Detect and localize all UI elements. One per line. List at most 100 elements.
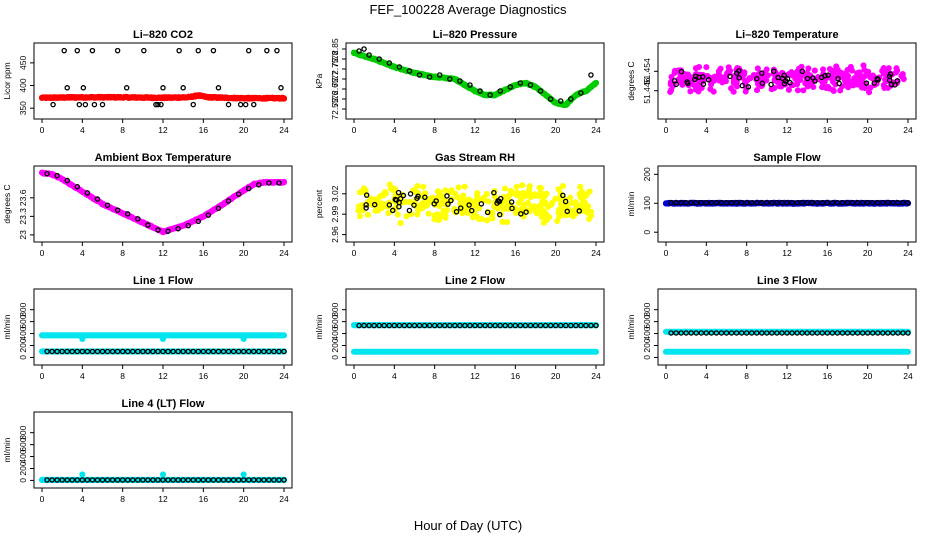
data-point — [99, 477, 106, 483]
series-averages — [44, 348, 287, 355]
data-point — [753, 75, 760, 82]
data-point — [76, 101, 83, 108]
data-point — [703, 64, 710, 71]
y-tick-label: 400 — [18, 449, 28, 463]
spike-point — [79, 471, 86, 478]
data-point — [401, 322, 408, 329]
data-point — [407, 199, 414, 206]
data-point — [406, 322, 413, 329]
data-point — [848, 67, 856, 74]
data-point — [89, 477, 96, 483]
x-tick-label: 16 — [511, 248, 521, 258]
data-point — [547, 322, 554, 329]
y-axis-label: ml/min — [626, 314, 636, 339]
x-tick-label: 20 — [551, 371, 561, 381]
data-point — [466, 202, 472, 208]
series-continuous — [38, 332, 288, 355]
data-point — [190, 101, 196, 108]
data-point — [230, 348, 237, 355]
data-point — [869, 330, 876, 336]
data-point — [522, 322, 529, 329]
data-point — [582, 193, 589, 200]
data-point — [215, 205, 222, 212]
data-point — [205, 348, 212, 355]
data-point — [745, 84, 752, 90]
data-point — [507, 187, 514, 194]
data-point — [382, 190, 390, 197]
data-point — [386, 202, 393, 208]
data-point — [452, 322, 458, 329]
data-point — [109, 477, 116, 483]
data-point — [497, 322, 503, 329]
data-point — [280, 95, 288, 102]
data-point — [536, 193, 543, 200]
data-point — [266, 348, 272, 355]
data-point — [592, 348, 600, 355]
data-point — [423, 202, 430, 209]
data-point — [754, 199, 760, 206]
data-point — [135, 216, 141, 222]
data-point — [476, 215, 483, 223]
data-point — [748, 330, 755, 336]
data-point — [49, 477, 55, 483]
x-tick-label: 0 — [40, 494, 45, 504]
data-point — [59, 477, 65, 483]
panel-7: Line 2 Flow ml/min 0 4 8 12 16 20 24 0 20040060080… — [314, 275, 605, 381]
data-point — [447, 322, 453, 329]
data-point — [403, 213, 410, 220]
data-point — [453, 209, 460, 215]
x-tick-label: 4 — [392, 371, 397, 381]
data-point — [278, 85, 284, 91]
data-point — [703, 330, 710, 336]
data-point — [588, 72, 594, 78]
data-point — [781, 72, 787, 79]
data-point — [854, 330, 861, 336]
data-point — [692, 86, 700, 93]
data-point — [849, 330, 856, 336]
data-point — [431, 322, 438, 329]
data-point — [562, 198, 569, 205]
data-point — [266, 180, 272, 186]
data-point — [150, 348, 156, 355]
data-point — [210, 477, 217, 483]
data-point — [537, 184, 545, 192]
data-point — [794, 199, 800, 206]
data-point — [794, 87, 801, 94]
data-point — [371, 201, 378, 208]
x-tick-label: 24 — [903, 371, 913, 381]
data-point — [420, 183, 427, 190]
data-point — [245, 47, 252, 54]
data-point — [124, 211, 131, 217]
x-tick-label: 16 — [511, 125, 521, 135]
data-point — [824, 330, 831, 336]
data-point — [195, 348, 202, 355]
data-point — [496, 211, 503, 218]
data-point — [155, 227, 161, 233]
data-point — [789, 330, 795, 336]
data-point — [728, 330, 735, 336]
data-point — [875, 76, 881, 83]
data-point — [64, 348, 70, 355]
data-point — [860, 62, 867, 69]
data-point — [165, 228, 171, 234]
data-point — [537, 88, 544, 94]
series-continuous — [662, 328, 912, 355]
data-point — [753, 87, 761, 94]
data-point — [210, 348, 217, 355]
data-point — [727, 73, 733, 80]
data-point — [225, 198, 232, 204]
y-tick-label: 0 — [642, 230, 652, 235]
y-axis-label: percent — [314, 189, 324, 218]
data-point — [698, 199, 705, 206]
data-point — [360, 185, 367, 192]
data-point — [588, 212, 595, 219]
data-point — [799, 199, 805, 206]
data-point — [461, 183, 468, 190]
data-point — [79, 477, 86, 483]
data-point — [452, 190, 459, 197]
data-point — [119, 348, 126, 355]
data-point — [584, 209, 591, 216]
panel-title: Li–820 CO2 — [133, 29, 193, 41]
data-point — [693, 330, 700, 336]
panel-title: Li–820 Temperature — [735, 29, 838, 41]
